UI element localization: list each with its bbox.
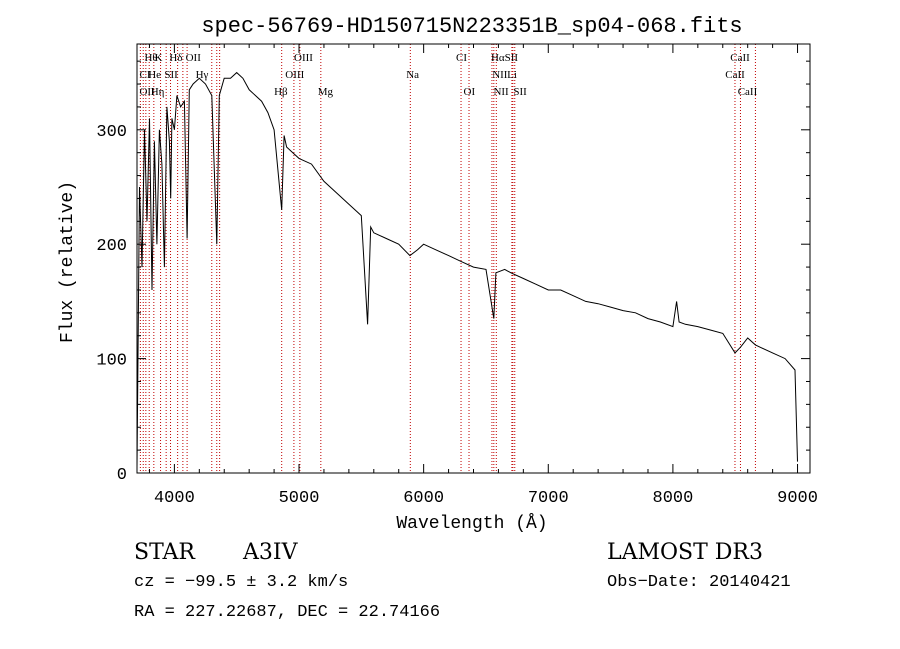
object-subclass: A3IV xyxy=(243,540,298,565)
line-label: Hη xyxy=(151,86,165,98)
line-label: Hβ xyxy=(274,86,288,98)
survey-name: LAMOST DR3 xyxy=(607,540,763,565)
plot-frame xyxy=(136,43,811,474)
line-label: Hα xyxy=(491,52,505,64)
line-label: Li xyxy=(507,69,517,81)
redshift-text: cz = −99.5 ± 3.2 km/s xyxy=(134,573,349,592)
line-label: Hγ xyxy=(196,69,209,81)
coordinates-text: RA = 227.22687, DEC = 22.74166 xyxy=(134,603,441,622)
line-label: OII xyxy=(186,52,202,64)
line-label: Na xyxy=(406,69,419,81)
line-label: SII xyxy=(505,52,519,64)
line-label: CI xyxy=(139,69,150,81)
line-label: OI xyxy=(464,86,476,98)
line-label: SII xyxy=(513,86,527,98)
emission-line-markers xyxy=(139,44,756,473)
y-axis-ticks: 0 100 200 300 xyxy=(96,60,810,485)
y-tick-label: 100 xyxy=(96,352,127,371)
line-label: CaII xyxy=(725,69,745,81)
line-label: NII xyxy=(493,86,509,98)
line-label: Hθ xyxy=(144,52,157,64)
y-axis-label: Flux (relative) xyxy=(58,181,78,343)
x-tick-label: 7000 xyxy=(528,489,569,508)
line-label: Hδ xyxy=(169,52,182,64)
line-label: Mg xyxy=(318,86,334,98)
x-tick-label: 8000 xyxy=(653,489,694,508)
x-axis-ticks: 4000 5000 6000 7000 8000 9000 xyxy=(148,44,818,508)
object-class: STAR xyxy=(134,540,195,565)
line-label: OII xyxy=(139,86,155,98)
x-tick-label: 5000 xyxy=(279,489,320,508)
line-label: OIII xyxy=(294,52,313,64)
spectrum-line xyxy=(136,71,798,468)
line-label: He xyxy=(148,69,161,81)
x-tick-label: 9000 xyxy=(777,489,818,508)
line-label: CaII xyxy=(730,52,750,64)
line-label: NII xyxy=(492,69,508,81)
x-tick-label: 4000 xyxy=(154,489,195,508)
line-label: CaII xyxy=(738,86,758,98)
y-tick-label: 0 xyxy=(117,466,127,485)
y-tick-label: 200 xyxy=(96,237,127,256)
observation-date: Obs−Date: 20140421 xyxy=(607,573,791,592)
y-tick-label: 300 xyxy=(96,123,127,142)
line-label: CI xyxy=(456,52,467,64)
x-tick-label: 6000 xyxy=(403,489,444,508)
line-label: OIII xyxy=(285,69,304,81)
chart-title: spec-56769-HD150715N223351B_sp04-068.fit… xyxy=(201,14,742,39)
x-axis-label: Wavelength (Å) xyxy=(396,513,547,534)
line-label: SII xyxy=(164,69,178,81)
line-label: K xyxy=(154,52,162,64)
